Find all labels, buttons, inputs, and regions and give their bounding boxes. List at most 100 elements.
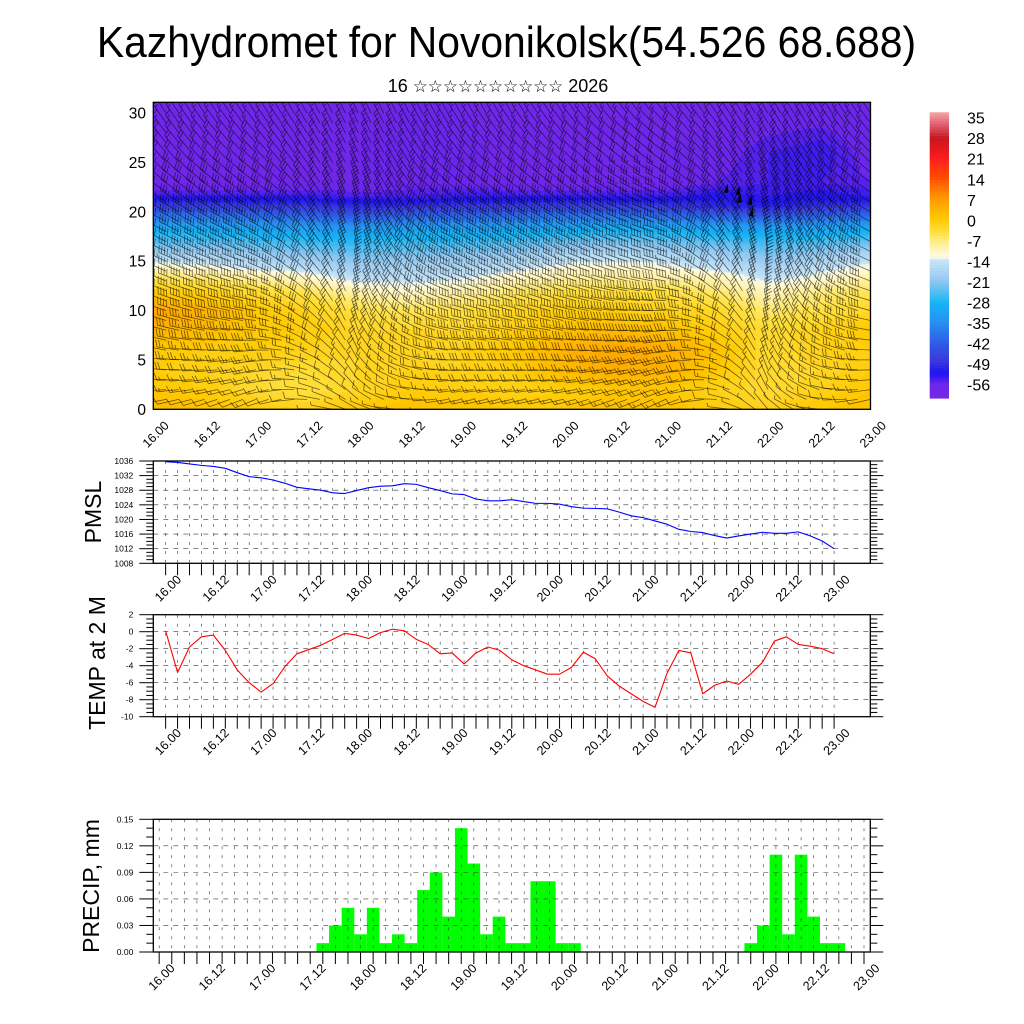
temperature-cell <box>657 262 682 265</box>
temperature-cell <box>534 372 556 375</box>
wind-barb <box>235 225 256 242</box>
colorbar-swatch <box>929 165 949 169</box>
wind-barb <box>709 342 730 361</box>
wind-barb <box>581 205 602 223</box>
temperature-cell <box>723 284 736 287</box>
wind-barb <box>554 266 577 282</box>
wind-barb <box>827 240 846 262</box>
temperature-cell <box>153 324 175 327</box>
temperature-cell <box>669 258 694 261</box>
temperature-cell <box>759 122 847 125</box>
wind-barb <box>460 374 487 382</box>
wind-barb <box>278 169 295 193</box>
temperature-cell <box>393 402 481 405</box>
wind-barb <box>567 102 577 114</box>
wind-barb <box>580 102 590 114</box>
temperature-cell <box>564 348 592 351</box>
wind-barb <box>161 161 180 183</box>
temperature-cell <box>243 286 271 289</box>
wind-barb <box>171 245 192 262</box>
temperature-cell <box>714 294 730 297</box>
pmsl-point <box>606 508 608 510</box>
temperature-cell <box>783 284 802 287</box>
wind-barb <box>710 320 730 341</box>
wind-barb <box>531 182 551 203</box>
wind-barb <box>812 102 820 114</box>
temperature-cell <box>531 262 550 265</box>
wind-barb <box>830 129 846 153</box>
temperature-cell <box>858 194 871 197</box>
wind-barb <box>262 222 282 242</box>
temperature-cell <box>750 258 766 261</box>
wind-barb <box>729 147 743 173</box>
temperature-cell <box>363 258 415 261</box>
temperature-cell <box>543 376 568 379</box>
temperature-cell <box>216 128 220 131</box>
temperature-cell <box>747 218 790 221</box>
temperature-cell <box>489 352 514 355</box>
temperature-cell <box>219 144 268 147</box>
wind-barb <box>716 237 730 262</box>
temperature-cell <box>750 126 853 129</box>
wind-barb <box>551 330 576 341</box>
wind-barb <box>741 355 756 380</box>
temperature-cell <box>669 374 688 377</box>
colorbar-swatch <box>929 358 949 362</box>
temperature-cell <box>468 390 559 393</box>
temperature-cell <box>696 352 715 355</box>
wind-barb <box>534 139 551 163</box>
colorbar-swatch <box>929 355 949 359</box>
wind-barb <box>463 308 487 321</box>
temperature-cell <box>732 280 745 283</box>
wind-barb <box>352 186 361 213</box>
wind-barb <box>539 319 564 331</box>
temperature-cell <box>813 266 832 269</box>
wind-barb <box>305 257 321 282</box>
temperature-cell <box>678 398 706 401</box>
wind-barb <box>715 178 730 203</box>
temperature-cell <box>408 128 418 131</box>
wind-barb <box>827 230 846 252</box>
temperature-cell <box>693 208 724 211</box>
temperature-cell <box>705 374 724 377</box>
temperature-cell <box>216 110 220 113</box>
temperature-cell <box>204 398 226 401</box>
wind-barb <box>644 217 666 232</box>
wind-barb <box>285 346 308 361</box>
colorbar-swatch <box>929 288 949 292</box>
wind-barb <box>450 308 474 321</box>
wind-barb <box>629 280 653 292</box>
wind-barb <box>533 150 551 173</box>
temperature-cell <box>846 144 868 147</box>
temperature-cell <box>315 284 328 287</box>
wind-barb <box>476 308 500 321</box>
temperature-cell <box>609 364 628 367</box>
temperature-cell <box>243 390 271 393</box>
temperature-cell <box>726 174 769 177</box>
wind-barb <box>452 265 474 282</box>
wind-barb <box>667 320 692 331</box>
temperature-cell <box>729 318 745 321</box>
wind-barb <box>649 110 666 134</box>
temperature-cell <box>153 406 196 409</box>
temperature-cell <box>831 266 847 269</box>
temperature-cell <box>243 378 283 381</box>
wind-barb <box>203 408 205 410</box>
wind-barb <box>793 177 807 203</box>
wind-barb <box>499 374 525 382</box>
temperature-cell <box>264 272 295 275</box>
temperature-cell <box>456 278 478 281</box>
wind-barb <box>196 256 218 272</box>
wind-barb <box>566 288 589 302</box>
wind-barb <box>794 216 807 242</box>
temperature-cell <box>669 284 703 287</box>
wind-barb <box>756 102 769 124</box>
temperature-cell <box>411 282 445 285</box>
wind-barb <box>588 355 615 364</box>
wind-barb <box>172 182 192 203</box>
temperature-cell <box>276 380 328 383</box>
temperature-cell <box>681 352 697 355</box>
wind-barb <box>241 109 257 134</box>
wind-barb <box>230 333 256 341</box>
wind-barb <box>530 244 551 262</box>
